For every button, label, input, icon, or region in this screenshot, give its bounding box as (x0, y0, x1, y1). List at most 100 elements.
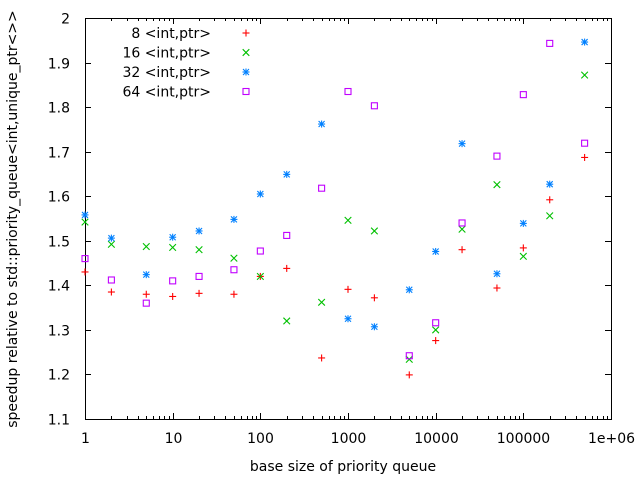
data-point (432, 247, 440, 255)
data-point (195, 289, 203, 297)
y-tick-label: 1.9 (48, 57, 70, 73)
data-point (107, 276, 115, 284)
data-point (318, 184, 326, 192)
data-point (519, 252, 528, 261)
data-point (256, 272, 265, 281)
data-point (344, 315, 352, 323)
y-tick-label: 1.1 (48, 413, 70, 429)
x-tick-label: 100000 (497, 431, 550, 447)
legend-marker (242, 48, 250, 57)
data-point (142, 242, 150, 251)
data-point (142, 271, 150, 279)
data-point (458, 246, 466, 254)
y-tick-label: 1.5 (48, 235, 70, 251)
data-point (405, 286, 413, 294)
x-tick-label: 1 (81, 431, 90, 447)
data-point (318, 354, 326, 362)
data-point (256, 190, 264, 198)
data-point (581, 153, 589, 161)
data-point (230, 266, 238, 274)
data-point (546, 196, 554, 204)
data-point (458, 140, 466, 148)
data-point (81, 255, 89, 263)
y-tick-label: 1.4 (48, 279, 70, 295)
data-point (283, 317, 291, 325)
data-series (81, 38, 589, 379)
data-point (546, 180, 554, 188)
data-point (546, 39, 554, 47)
data-point (169, 292, 177, 300)
data-point (370, 227, 379, 235)
x-tick-label: 1e+06 (588, 431, 635, 447)
x-tick-label: 1000 (331, 431, 367, 447)
data-point (405, 355, 413, 363)
y-tick-label: 1.3 (48, 324, 70, 340)
legend-marker (242, 29, 250, 37)
series-1 (81, 153, 589, 379)
data-point (493, 152, 501, 160)
ticks: 1.1 1.2 1.3 1.4 1.5 1.6 1.7 1.8 1.9 2 1 10 100 1000 10… (48, 12, 635, 448)
data-point (493, 180, 501, 189)
data-point (81, 218, 89, 226)
data-point (519, 91, 527, 99)
data-point (142, 299, 150, 307)
y-tick-label: 1.6 (48, 190, 70, 206)
data-point (107, 234, 115, 242)
data-point (432, 337, 440, 345)
data-point (107, 288, 115, 296)
y-tick-label: 1.7 (48, 146, 70, 162)
data-point (81, 268, 89, 276)
legend-label: 64 <int,ptr> (122, 85, 211, 101)
series-2 (81, 71, 589, 363)
data-point (256, 247, 264, 255)
data-point (168, 243, 177, 252)
data-point (344, 285, 352, 293)
data-point (493, 284, 501, 292)
data-point (493, 270, 501, 278)
data-point (195, 227, 203, 235)
data-point (546, 212, 554, 220)
data-point (283, 231, 291, 239)
data-point (370, 102, 378, 110)
x-axis-label: base size of priority queue (250, 459, 436, 475)
data-point (317, 298, 326, 306)
data-point (142, 290, 150, 298)
data-point (230, 215, 238, 223)
data-point (81, 211, 89, 219)
data-point (432, 319, 440, 327)
legend-label: 8 <int,ptr> (131, 26, 211, 42)
data-point (580, 71, 589, 79)
data-point (195, 245, 203, 254)
data-point (230, 254, 238, 262)
x-tick-label: 10000 (414, 431, 459, 447)
y-tick-label: 2 (61, 12, 70, 28)
data-point (230, 290, 238, 298)
data-point (370, 323, 378, 331)
data-point (283, 170, 291, 178)
data-point (519, 244, 527, 252)
data-point (431, 326, 440, 334)
data-point (283, 264, 291, 272)
series-4 (81, 39, 589, 360)
data-point (195, 272, 203, 280)
legend-marker (242, 68, 250, 76)
data-point (405, 371, 413, 379)
data-point (344, 87, 352, 96)
data-point (318, 120, 326, 128)
data-point (581, 139, 589, 147)
x-tick-label: 10 (165, 431, 183, 447)
data-point (458, 225, 466, 233)
data-point (344, 216, 352, 224)
y-tick-label: 1.8 (48, 101, 70, 117)
data-point (169, 233, 177, 241)
data-point (370, 294, 378, 302)
data-point (458, 219, 466, 227)
data-point (519, 219, 527, 227)
data-point (581, 38, 589, 46)
x-tick-label: 100 (247, 431, 274, 447)
legend: 8 <int,ptr> 16 <int,ptr> 32 <int,ptr> 64 <i… (122, 26, 250, 101)
y-axis-label: speedup relative to std::priority_queue<… (5, 10, 21, 428)
series-3 (81, 38, 589, 331)
